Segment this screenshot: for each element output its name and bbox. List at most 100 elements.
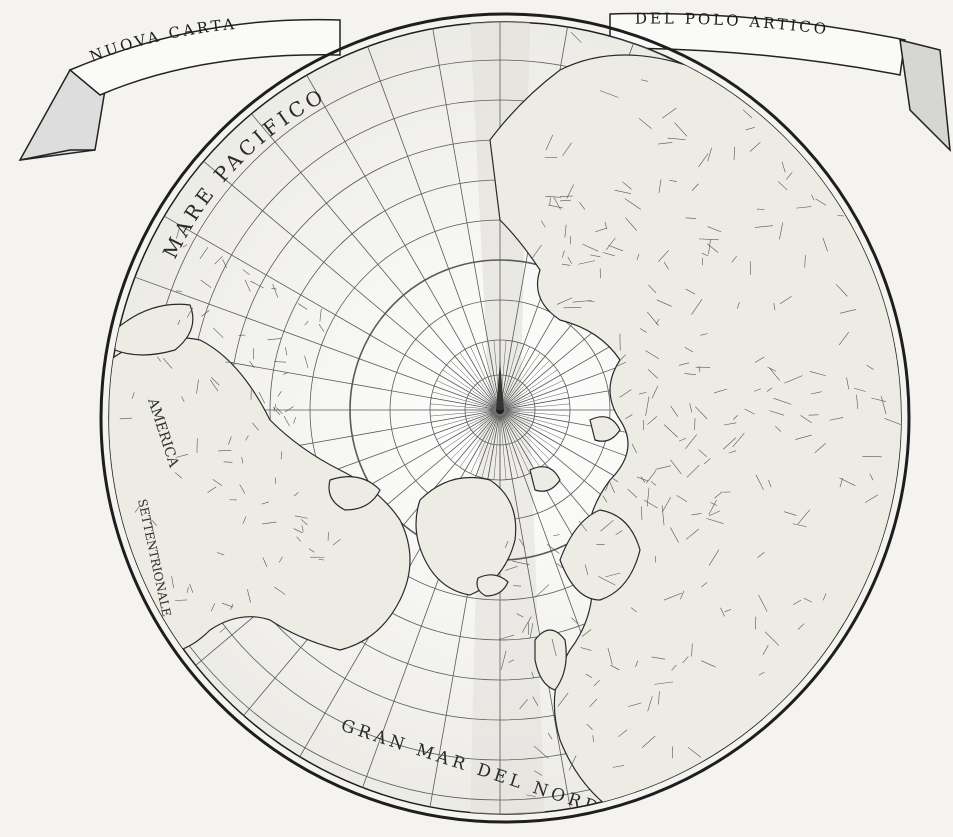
hatch-stroke — [293, 417, 296, 424]
hatch-stroke — [685, 217, 697, 219]
hatch-stroke — [647, 369, 658, 379]
hatch-stroke — [595, 227, 607, 233]
hatch-stroke — [612, 765, 625, 768]
hatch-stroke — [701, 660, 716, 668]
hatch-stroke — [298, 303, 308, 310]
meridian-line — [109, 179, 501, 411]
hatch-stroke — [605, 572, 621, 578]
hatch-stroke — [602, 252, 615, 257]
pole-ray — [501, 415, 519, 478]
hatch-stroke — [829, 417, 844, 421]
hatch-stroke — [884, 418, 901, 426]
pole-ray — [504, 369, 558, 407]
hatch-stroke — [214, 256, 223, 265]
hatch-stroke — [201, 310, 210, 317]
hatch-stroke — [757, 552, 765, 558]
hatch-stroke — [304, 355, 309, 369]
hatch-stroke — [296, 536, 301, 542]
hatch-stroke — [742, 109, 753, 119]
hatch-stroke — [285, 346, 288, 356]
land-hatching — [119, 31, 901, 797]
hatch-stroke — [540, 220, 546, 228]
hatch-stroke — [768, 479, 772, 488]
hatch-stroke — [657, 250, 669, 262]
hatch-stroke — [568, 755, 577, 771]
hatch-stroke — [516, 613, 524, 618]
hatch-stroke — [293, 528, 303, 534]
hatch-stroke — [526, 794, 536, 797]
pole-ray — [500, 415, 513, 479]
hatch-stroke — [612, 478, 619, 483]
hatch-stroke — [304, 320, 309, 326]
hatch-stroke — [636, 253, 640, 261]
hatch-stroke — [767, 366, 777, 372]
hatch-stroke — [640, 476, 646, 483]
hatch-stroke — [283, 372, 289, 375]
hatch-stroke — [598, 576, 616, 586]
hatch-stroke — [171, 576, 174, 589]
hatch-stroke — [560, 199, 571, 202]
pole-ray — [436, 380, 495, 408]
hatch-stroke — [211, 377, 220, 386]
hatch-stroke — [736, 301, 740, 309]
hatch-stroke — [682, 656, 689, 664]
pole-ray — [481, 342, 499, 405]
pole-ray — [459, 414, 497, 468]
hatch-stroke — [779, 296, 792, 305]
hatch-stroke — [796, 206, 812, 209]
hatch-stroke — [689, 403, 693, 413]
hatch-stroke — [667, 137, 686, 140]
hatch-stroke — [620, 354, 626, 360]
hatch-stroke — [586, 723, 593, 730]
hatch-stroke — [617, 361, 627, 367]
hatch-stroke — [646, 311, 659, 326]
hatch-stroke — [809, 371, 827, 377]
pole-ray — [475, 415, 499, 476]
hatch-stroke — [646, 487, 650, 507]
hatch-stroke — [186, 307, 194, 318]
hatch-stroke — [213, 327, 224, 338]
pole-ray — [504, 413, 558, 451]
hatch-stroke — [839, 477, 843, 488]
hatch-stroke — [755, 474, 764, 490]
hatch-stroke — [519, 699, 528, 710]
hatch-stroke — [811, 391, 822, 395]
pole-ray — [450, 414, 496, 460]
pole-ray — [487, 415, 500, 479]
pole-ray — [505, 403, 570, 410]
hatch-stroke — [593, 679, 600, 687]
pole-ray — [464, 415, 498, 471]
hatch-stroke — [701, 582, 708, 588]
hatch-stroke — [196, 379, 199, 394]
hatch-stroke — [678, 362, 690, 366]
hatch-stroke — [641, 735, 656, 748]
hatch-stroke — [119, 417, 133, 420]
hatch-stroke — [592, 735, 594, 743]
iceland-landmass — [476, 574, 509, 597]
hatch-stroke — [714, 491, 723, 499]
hatch-stroke — [519, 538, 526, 548]
hatch-stroke — [508, 659, 515, 663]
hatch-stroke — [803, 597, 812, 603]
hatch-stroke — [176, 228, 180, 239]
hatch-stroke — [625, 414, 633, 420]
hatch-stroke — [650, 481, 657, 486]
pole-ray — [436, 412, 495, 440]
ribbon-right-curl — [899, 39, 951, 153]
hatch-stroke — [545, 134, 554, 151]
hatch-stroke — [277, 390, 282, 397]
pole-ray — [431, 397, 495, 410]
hatch-stroke — [785, 172, 793, 180]
north-pole-rose — [496, 360, 504, 414]
hatch-stroke — [640, 79, 649, 82]
hatch-stroke — [605, 482, 609, 491]
hatch-stroke — [698, 238, 719, 241]
hatch-stroke — [272, 284, 279, 298]
hatch-stroke — [624, 198, 641, 210]
hatch-stroke — [647, 696, 653, 712]
hatch-stroke — [645, 396, 650, 416]
hatch-stroke — [769, 368, 780, 381]
meridian-line — [419, 22, 501, 411]
hatch-stroke — [638, 118, 652, 129]
